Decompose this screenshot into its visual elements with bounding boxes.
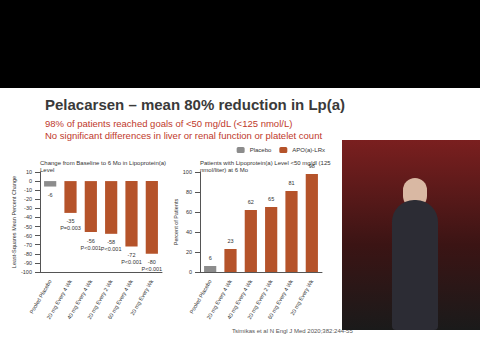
svg-text:-50: -50 xyxy=(24,224,32,230)
svg-text:-20: -20 xyxy=(24,196,32,202)
svg-text:60 mg Every 4 Wk: 60 mg Every 4 Wk xyxy=(106,278,135,321)
svg-text:40 mg Every 4 Wk: 40 mg Every 4 Wk xyxy=(225,278,254,321)
svg-text:P<0.001: P<0.001 xyxy=(81,245,102,251)
svg-text:Percent of Patients: Percent of Patients xyxy=(173,199,179,246)
svg-text:APO(a)-LRx: APO(a)-LRx xyxy=(292,147,325,153)
svg-text:100: 100 xyxy=(183,169,192,175)
svg-text:-80: -80 xyxy=(148,259,156,265)
svg-text:-72: -72 xyxy=(128,252,136,258)
svg-text:40: 40 xyxy=(186,229,192,235)
svg-text:20 mg Every 4 Wk: 20 mg Every 4 Wk xyxy=(45,278,74,321)
svg-text:80: 80 xyxy=(186,189,192,195)
svg-text:-35: -35 xyxy=(67,218,75,224)
svg-text:20 mg Every 2 Wk: 20 mg Every 2 Wk xyxy=(246,278,274,321)
svg-text:P<0.001: P<0.001 xyxy=(121,259,142,265)
svg-text:P=0.003: P=0.003 xyxy=(60,225,81,231)
svg-text:20 mg Every 4 Wk: 20 mg Every 4 Wk xyxy=(205,278,234,321)
svg-text:0: 0 xyxy=(29,178,32,184)
svg-text:60 mg Every 4 Wk: 60 mg Every 4 Wk xyxy=(266,278,295,321)
svg-text:0: 0 xyxy=(189,269,192,275)
svg-text:-30: -30 xyxy=(24,205,32,211)
svg-text:20 mg Every Wk: 20 mg Every Wk xyxy=(129,278,154,316)
svg-text:60: 60 xyxy=(186,209,192,215)
svg-text:nmol/liter) at 6 Mo: nmol/liter) at 6 Mo xyxy=(200,167,249,173)
svg-text:Least-Squares Mean Percent Cha: Least-Squares Mean Percent Change xyxy=(11,176,17,268)
svg-text:20: 20 xyxy=(186,249,192,255)
svg-text:20 mg Every 2 Wk: 20 mg Every 2 Wk xyxy=(86,278,114,321)
svg-text:-40: -40 xyxy=(24,214,32,220)
html-text:98% of patients reached goals: 98% of patients reached goals of <50 mg/… xyxy=(45,118,293,129)
svg-text:-60: -60 xyxy=(24,233,32,239)
svg-text:81: 81 xyxy=(288,180,294,186)
svg-text:-100: -100 xyxy=(21,269,32,275)
svg-text:40 mg Every 4 Wk: 40 mg Every 4 Wk xyxy=(65,278,94,321)
svg-text:Change from Baseline to 6 Mo i: Change from Baseline to 6 Mo in Lipoprot… xyxy=(40,160,168,166)
html-text:Pelacarsen – mean 80% reductio: Pelacarsen – mean 80% reduction in Lp(a) xyxy=(45,96,346,113)
svg-text:Pooled Placebo: Pooled Placebo xyxy=(188,278,213,315)
svg-text:Level: Level xyxy=(40,167,54,173)
svg-text:-80: -80 xyxy=(24,251,32,257)
svg-text:6: 6 xyxy=(209,255,212,261)
svg-text:Pooled Placebo: Pooled Placebo xyxy=(28,278,53,315)
html-text:Tsimikas et al N Engl J Med 20: Tsimikas et al N Engl J Med 2020;382:244… xyxy=(232,328,353,334)
svg-text:-56: -56 xyxy=(87,238,95,244)
svg-text:62: 62 xyxy=(248,199,254,205)
svg-text:P<0.001: P<0.001 xyxy=(101,246,122,252)
svg-text:23: 23 xyxy=(227,238,233,244)
svg-text:-70: -70 xyxy=(24,242,32,248)
html-text:No significant differences in: No significant differences in liver or r… xyxy=(45,130,323,141)
svg-text:P<0.001: P<0.001 xyxy=(142,266,163,272)
svg-text:-6: -6 xyxy=(48,192,53,198)
svg-text:-90: -90 xyxy=(24,260,32,266)
svg-text:-58: -58 xyxy=(107,239,115,245)
svg-text:20 mg Every Wk: 20 mg Every Wk xyxy=(289,278,314,316)
svg-text:Patients with Lipoprotein(a) L: Patients with Lipoprotein(a) Level <50 m… xyxy=(200,160,332,166)
svg-text:10: 10 xyxy=(26,169,32,175)
svg-text:98: 98 xyxy=(308,162,315,169)
svg-text:65: 65 xyxy=(268,196,274,202)
svg-text:-10: -10 xyxy=(24,187,32,193)
svg-text:Placebo: Placebo xyxy=(250,147,272,153)
